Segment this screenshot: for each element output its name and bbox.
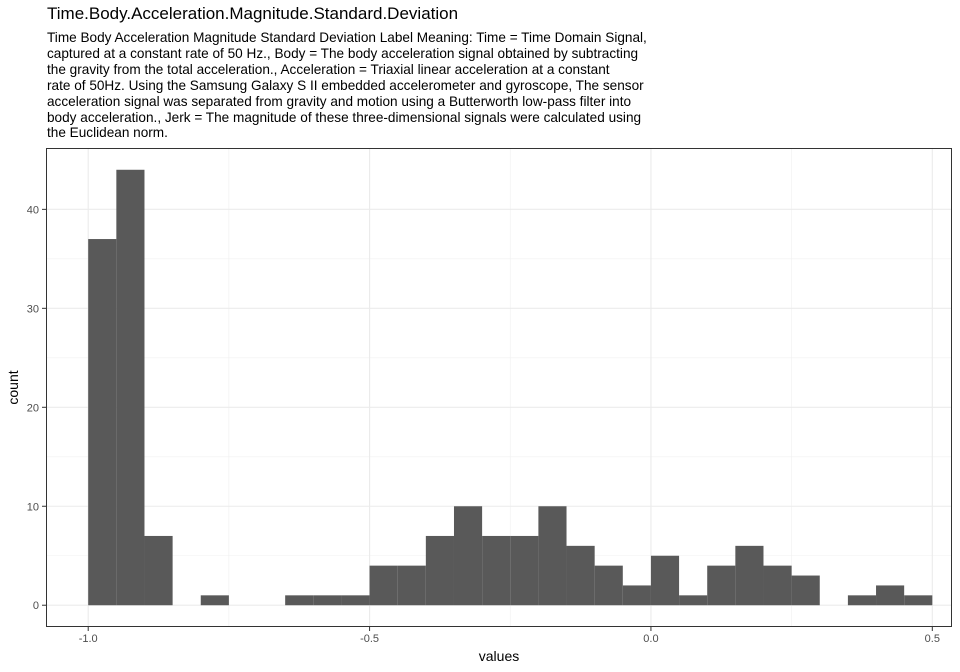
histogram-bar (735, 545, 764, 606)
histogram-bar (622, 585, 651, 606)
histogram-bar (200, 595, 229, 606)
histogram-bar (650, 555, 680, 606)
histogram-bar (144, 535, 173, 606)
histogram-bar (566, 545, 595, 606)
x-axis-title: values (479, 648, 519, 664)
histogram-bar (369, 565, 398, 606)
histogram-bar (425, 535, 454, 606)
y-tick-label: 30 (27, 303, 39, 315)
histogram-bar (679, 595, 708, 606)
histogram-bar (341, 595, 370, 606)
y-tick-label: 0 (33, 600, 39, 612)
histogram-bar (397, 565, 426, 606)
histogram-bar (904, 595, 933, 606)
histogram-bar (116, 169, 145, 606)
histogram-bars (88, 169, 933, 606)
y-tick-label: 20 (27, 402, 39, 414)
histogram-bar (876, 585, 905, 606)
histogram-bar (88, 239, 117, 606)
chart-subtitle: Time Body Acceleration Magnitude Standar… (47, 30, 647, 141)
histogram-bar (538, 506, 567, 606)
axes: -1.0 -0.5 0.0 0.5 0 10 20 30 40 (27, 204, 940, 645)
histogram-bar (707, 565, 736, 606)
histogram-bar (285, 595, 314, 606)
chart-title: Time.Body.Acceleration.Magnitude.Standar… (47, 4, 459, 23)
x-tick-label: -0.5 (360, 633, 379, 645)
plot-border (46, 148, 952, 627)
x-tick-label: -1.0 (79, 633, 98, 645)
y-tick-label: 40 (27, 204, 39, 216)
y-tick-label: 10 (27, 501, 39, 513)
histogram-bar (482, 535, 511, 606)
y-axis-title: count (5, 370, 21, 404)
histogram-bar (847, 595, 877, 606)
histogram-bar (453, 506, 483, 606)
histogram-bar (763, 565, 792, 606)
histogram-bar (791, 575, 820, 606)
histogram-bar (594, 565, 623, 606)
x-tick-label: 0.5 (925, 633, 940, 645)
histogram-bar (510, 535, 539, 606)
histogram-bar (313, 595, 342, 606)
x-tick-label: 0.0 (643, 633, 658, 645)
